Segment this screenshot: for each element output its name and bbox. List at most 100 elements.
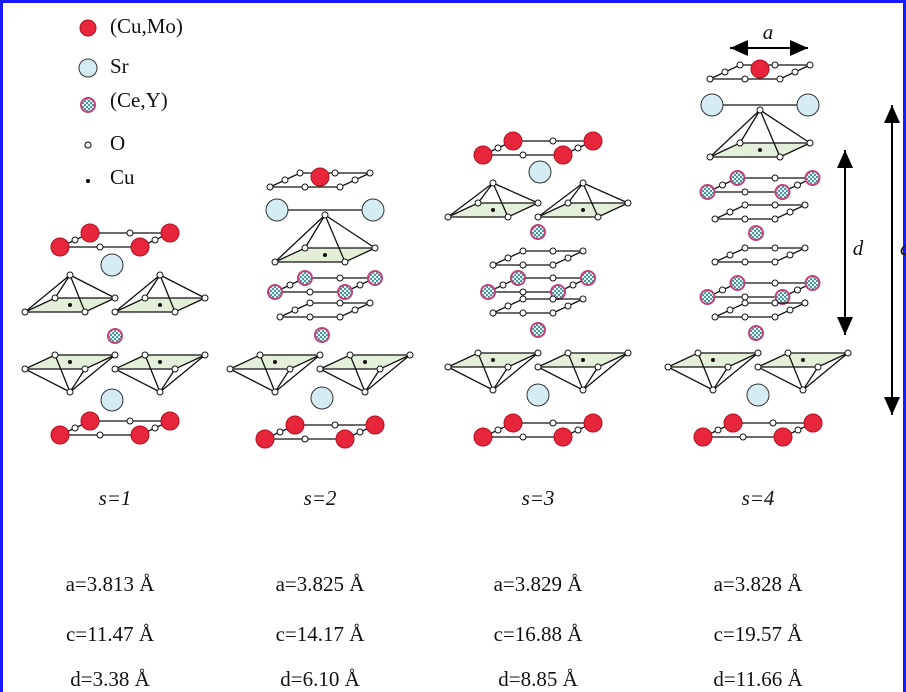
atom-ce (774, 289, 791, 305)
atom-o (256, 351, 264, 359)
atom-o (694, 349, 702, 357)
bond (582, 352, 629, 391)
atom-ce (107, 328, 123, 344)
atom-o (786, 251, 794, 259)
atom-o (549, 295, 557, 303)
atom-o (266, 183, 274, 191)
bond (159, 274, 176, 313)
param-c: c=19.57 Å (714, 622, 804, 646)
bond (567, 352, 584, 391)
bond (447, 182, 494, 218)
atom-sr (100, 253, 124, 277)
atom-o (756, 106, 764, 114)
atom-o (721, 68, 729, 76)
atom-o (301, 435, 309, 443)
atom-o (786, 208, 794, 216)
atom-ce (699, 184, 716, 200)
atom-cu (158, 303, 162, 307)
atom-sr (526, 383, 550, 407)
atom-o (549, 137, 557, 145)
atom-o (791, 68, 799, 76)
atom-red (310, 167, 330, 187)
atom-ce (729, 170, 746, 186)
atom-o (754, 349, 762, 357)
atom-o (534, 213, 542, 221)
atom-o (776, 153, 784, 161)
atom-o (201, 294, 209, 302)
atom-ce (314, 327, 330, 343)
legend: (Cu,Mo) Sr (Ce,Y) O Cu (78, 14, 183, 189)
atom-o (361, 388, 369, 396)
bond (229, 368, 276, 393)
atom-o (504, 213, 512, 221)
atom-o (564, 349, 572, 357)
atom-o (771, 279, 779, 287)
atom-red (803, 413, 823, 433)
atom-o (741, 313, 749, 321)
atom-cu (68, 360, 72, 364)
atom-o (724, 363, 732, 371)
atom-sr (310, 386, 334, 410)
bond (274, 214, 326, 263)
atom-o (624, 199, 632, 207)
bond (324, 214, 376, 249)
bond (69, 274, 116, 299)
param-d: d=6.10 Å (280, 667, 360, 691)
atom-o (569, 281, 577, 289)
atom-sr (746, 383, 770, 407)
bond (274, 368, 291, 393)
atom-o (141, 294, 149, 302)
atom-ce (530, 322, 546, 338)
atom-o (564, 199, 572, 207)
atom-o (111, 294, 119, 302)
param-d: d=11.66 Å (713, 667, 803, 691)
bond (537, 366, 584, 391)
atom-cu (68, 303, 72, 307)
bond (159, 354, 206, 393)
atom-red (365, 415, 385, 435)
atom-o (769, 419, 777, 427)
bond (582, 182, 599, 218)
atom-o (534, 363, 542, 371)
atom-cu (711, 358, 715, 362)
atom-ce (337, 284, 353, 300)
atom-o (444, 213, 452, 221)
atom-red (160, 223, 180, 243)
atom-o (806, 139, 814, 147)
atom-o (786, 306, 794, 314)
bond (757, 366, 804, 391)
atom-o (291, 306, 299, 314)
atom-o (351, 306, 359, 314)
atom-o (51, 351, 59, 359)
atom-o (474, 349, 482, 357)
atom-o (739, 433, 747, 441)
atom-o (271, 258, 279, 266)
atom-o (151, 424, 159, 432)
atom-o (66, 388, 74, 396)
bond (787, 352, 804, 391)
atom-o (51, 294, 59, 302)
atom-o (286, 365, 294, 373)
atom-o (726, 306, 734, 314)
atom-o (331, 169, 339, 177)
atom-o (489, 179, 497, 187)
atom-o (504, 363, 512, 371)
legend-label: O (110, 131, 125, 155)
atom-o (489, 261, 497, 269)
structures (21, 59, 852, 449)
atom-o (844, 349, 852, 357)
atom-o (111, 308, 119, 316)
bond (54, 274, 71, 299)
atom-o (794, 286, 801, 294)
atom-o (801, 201, 809, 209)
atom-o (356, 428, 364, 436)
atom-o (771, 61, 779, 69)
atom-o (71, 236, 79, 244)
atom-cu (158, 360, 162, 364)
atom-o (784, 349, 792, 357)
bond (114, 274, 161, 313)
bond (492, 352, 539, 391)
atom-o (519, 247, 527, 255)
atom-cu (323, 253, 327, 257)
atom-red (503, 131, 523, 151)
